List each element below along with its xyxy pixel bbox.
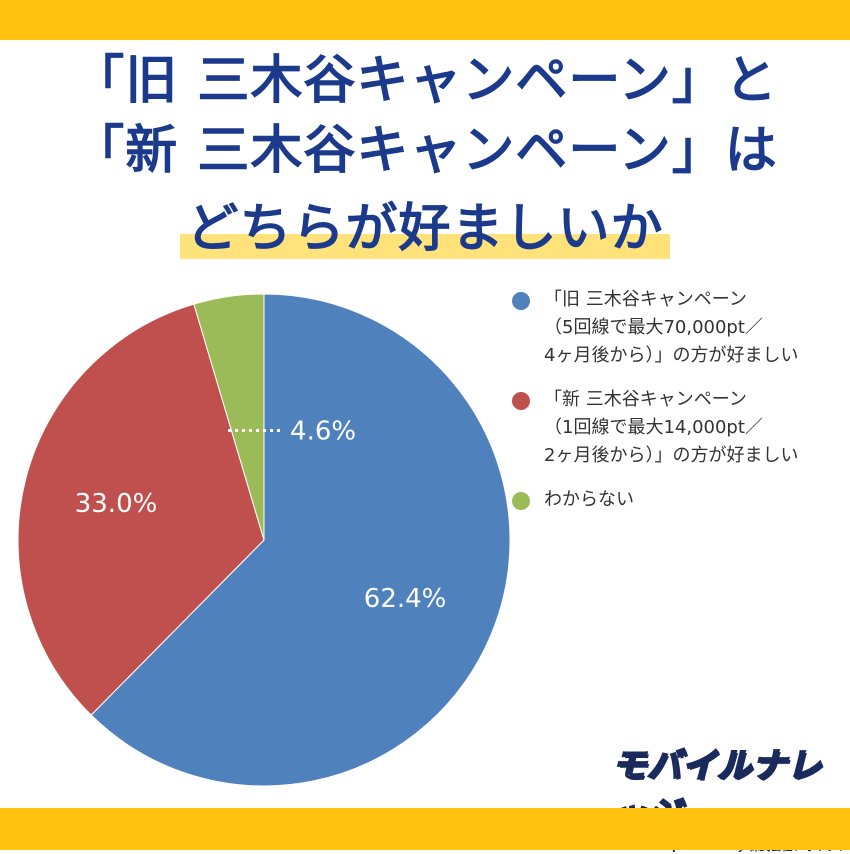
pie-slice-label-2: 4.6% bbox=[290, 416, 356, 446]
legend-label-0: 「旧 三木谷キャンペーン （5回線で最大70,000pt／ 4ヶ月後から）」の方… bbox=[544, 289, 799, 366]
chart-title-line-1: 「旧 三木谷キャンペーン」と bbox=[72, 51, 778, 111]
legend: 「旧 三木谷キャンペーン （5回線で最大70,000pt／ 4ヶ月後から）」の方… bbox=[510, 286, 850, 530]
chart-title-line-3: どちらが好ましいか bbox=[0, 198, 850, 260]
legend-label-1: 「新 三木谷キャンペーン （1回線で最大14,000pt／ 2ヶ月後から）」の方… bbox=[544, 389, 799, 466]
legend-item-2: わからない bbox=[510, 486, 850, 514]
legend-item-0: 「旧 三木谷キャンペーン （5回線で最大70,000pt／ 4ヶ月後から）」の方… bbox=[510, 286, 850, 370]
legend-label-2: わからない bbox=[544, 489, 634, 510]
chart-title-highlight: どちらが好ましいか bbox=[180, 199, 670, 259]
top-band bbox=[0, 0, 850, 40]
legend-swatch-0 bbox=[512, 292, 530, 310]
legend-swatch-2 bbox=[512, 492, 530, 510]
chart-title-line-2: 「新 三木谷キャンペーン」は bbox=[72, 121, 778, 181]
pie-slice-label-0: 62.4% bbox=[364, 584, 447, 614]
bottom-band bbox=[0, 808, 850, 850]
legend-swatch-1 bbox=[512, 392, 530, 410]
pie-chart: 62.4% 33.0% 4.6% bbox=[17, 293, 511, 787]
pie-slice-label-1: 33.0% bbox=[75, 489, 158, 519]
pie-slice-1 bbox=[17, 303, 265, 716]
legend-item-1: 「新 三木谷キャンペーン （1回線で最大14,000pt／ 2ヶ月後から）」の方… bbox=[510, 386, 850, 470]
pie-slice-2 bbox=[193, 293, 265, 541]
pie-slice-0 bbox=[90, 293, 511, 787]
